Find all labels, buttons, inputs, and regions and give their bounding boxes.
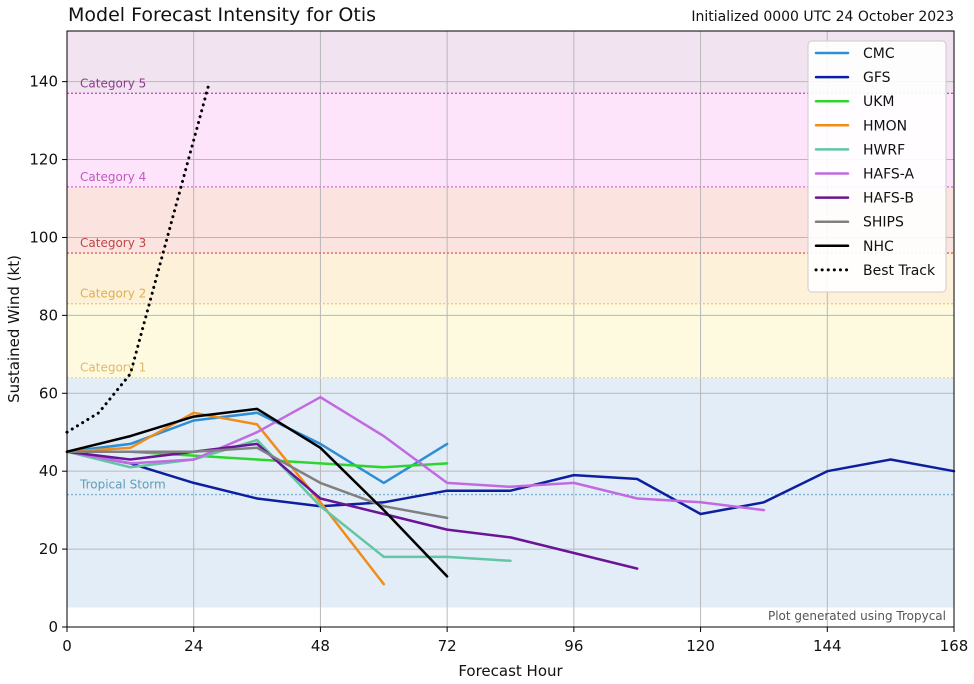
category-labels: Tropical Storm Category 1 Category 2 Catego… <box>79 76 166 491</box>
band-category-1 <box>67 303 954 378</box>
category-label-category-5: Category 5 <box>80 76 146 90</box>
legend-label-hafs-b: HAFS-B <box>863 191 914 207</box>
legend-label-nhc: NHC <box>863 239 894 255</box>
chart-subtitle: Initialized 0000 UTC 24 October 2023 <box>691 9 954 25</box>
legend-label-gfs: GFS <box>863 70 891 86</box>
category-label-category-4: Category 4 <box>80 170 146 184</box>
series-line-nhc <box>65 407 449 578</box>
x-tick-label: 48 <box>311 637 330 655</box>
category-label-category-1: Category 1 <box>80 361 146 375</box>
series-line-hafs-b <box>65 442 639 570</box>
series-lines <box>65 80 956 586</box>
x-axis-ticks: 0 24 48 72 96 120 144 168 <box>62 627 968 655</box>
legend-label-ships: SHIPS <box>863 215 904 231</box>
plot-frame <box>66 30 955 628</box>
x-axis-label: Forecast Hour <box>458 662 563 680</box>
y-axis-ticks: 0 20 40 60 80 100 120 140 <box>29 73 67 636</box>
band-category-4 <box>67 93 954 187</box>
series-line-cmc <box>65 411 449 485</box>
legend-box <box>807 40 947 293</box>
x-tick-label: 24 <box>184 637 203 655</box>
y-tick-label: 100 <box>29 228 58 246</box>
y-tick-label: 120 <box>29 151 58 169</box>
x-tick-label: 0 <box>62 637 72 655</box>
legend-label-hafs-a: HAFS-A <box>863 167 915 183</box>
legend-label-ukm: UKM <box>863 94 895 110</box>
category-label-tropical-storm: Tropical Storm <box>79 478 166 492</box>
footnote: Plot generated using Tropycal <box>768 609 946 623</box>
band-category-3 <box>67 186 954 254</box>
band-category-2 <box>67 253 954 304</box>
series-line-hwrf <box>65 438 512 563</box>
category-bands <box>67 31 954 608</box>
series-line-gfs <box>65 450 956 516</box>
y-tick-label: 60 <box>39 384 58 402</box>
x-tick-label: 144 <box>813 637 842 655</box>
legend-label-cmc: CMC <box>863 46 895 62</box>
legend-label-best-track: Best Track <box>863 263 936 279</box>
x-tick-label: 168 <box>940 637 969 655</box>
chart-title: Model Forecast Intensity for Otis <box>68 4 377 26</box>
legend: CMC GFS UKM HMON HWRF HAFS-A HAFS-B SHIPS NHC Bes… <box>807 40 947 293</box>
x-tick-label: 96 <box>564 637 583 655</box>
series-line-ships <box>65 446 449 520</box>
x-tick-label: 72 <box>438 637 457 655</box>
series-line-hafs-a <box>65 395 766 512</box>
y-axis-label: Sustained Wind (kt) <box>5 255 23 403</box>
band-category-5 <box>67 31 954 94</box>
category-label-category-3: Category 3 <box>80 236 146 250</box>
band-tropical-storm <box>67 377 954 608</box>
y-tick-label: 20 <box>39 540 58 558</box>
y-tick-label: 0 <box>48 618 58 636</box>
x-tick-label: 120 <box>686 637 715 655</box>
legend-label-hwrf: HWRF <box>863 142 905 158</box>
y-tick-label: 140 <box>29 73 58 91</box>
series-line-best-track <box>65 80 212 434</box>
category-label-category-2: Category 2 <box>80 287 146 301</box>
y-tick-label: 80 <box>39 306 58 324</box>
legend-label-hmon: HMON <box>863 118 907 134</box>
y-tick-label: 40 <box>39 462 58 480</box>
